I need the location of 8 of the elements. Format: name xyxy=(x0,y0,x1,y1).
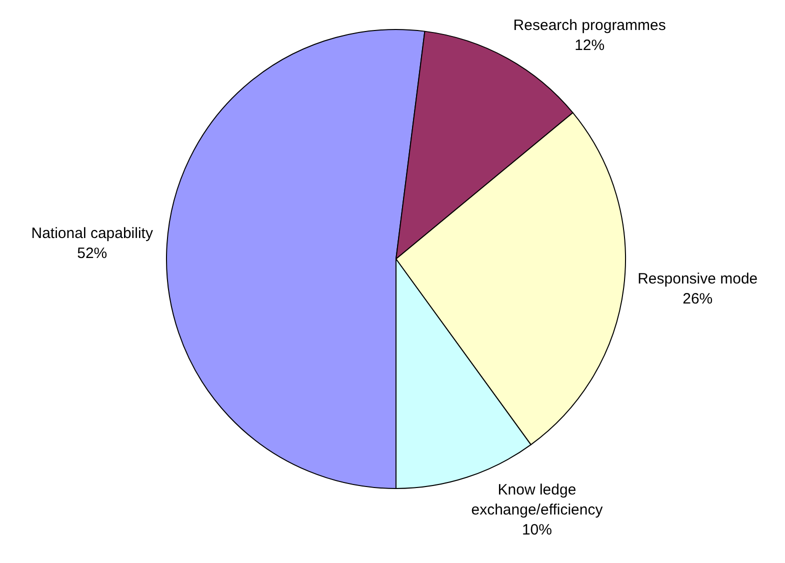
data-label: 10% xyxy=(522,522,552,539)
data-label: 12% xyxy=(574,36,605,54)
slice-label: National capability xyxy=(31,224,154,242)
slice-label: Know ledge exchange/efficiency xyxy=(471,482,604,519)
data-label: 26% xyxy=(682,290,713,308)
slice-label: Responsive mode xyxy=(638,270,758,288)
data-label: 52% xyxy=(77,244,108,262)
slice-label: Research programmes xyxy=(513,16,666,34)
